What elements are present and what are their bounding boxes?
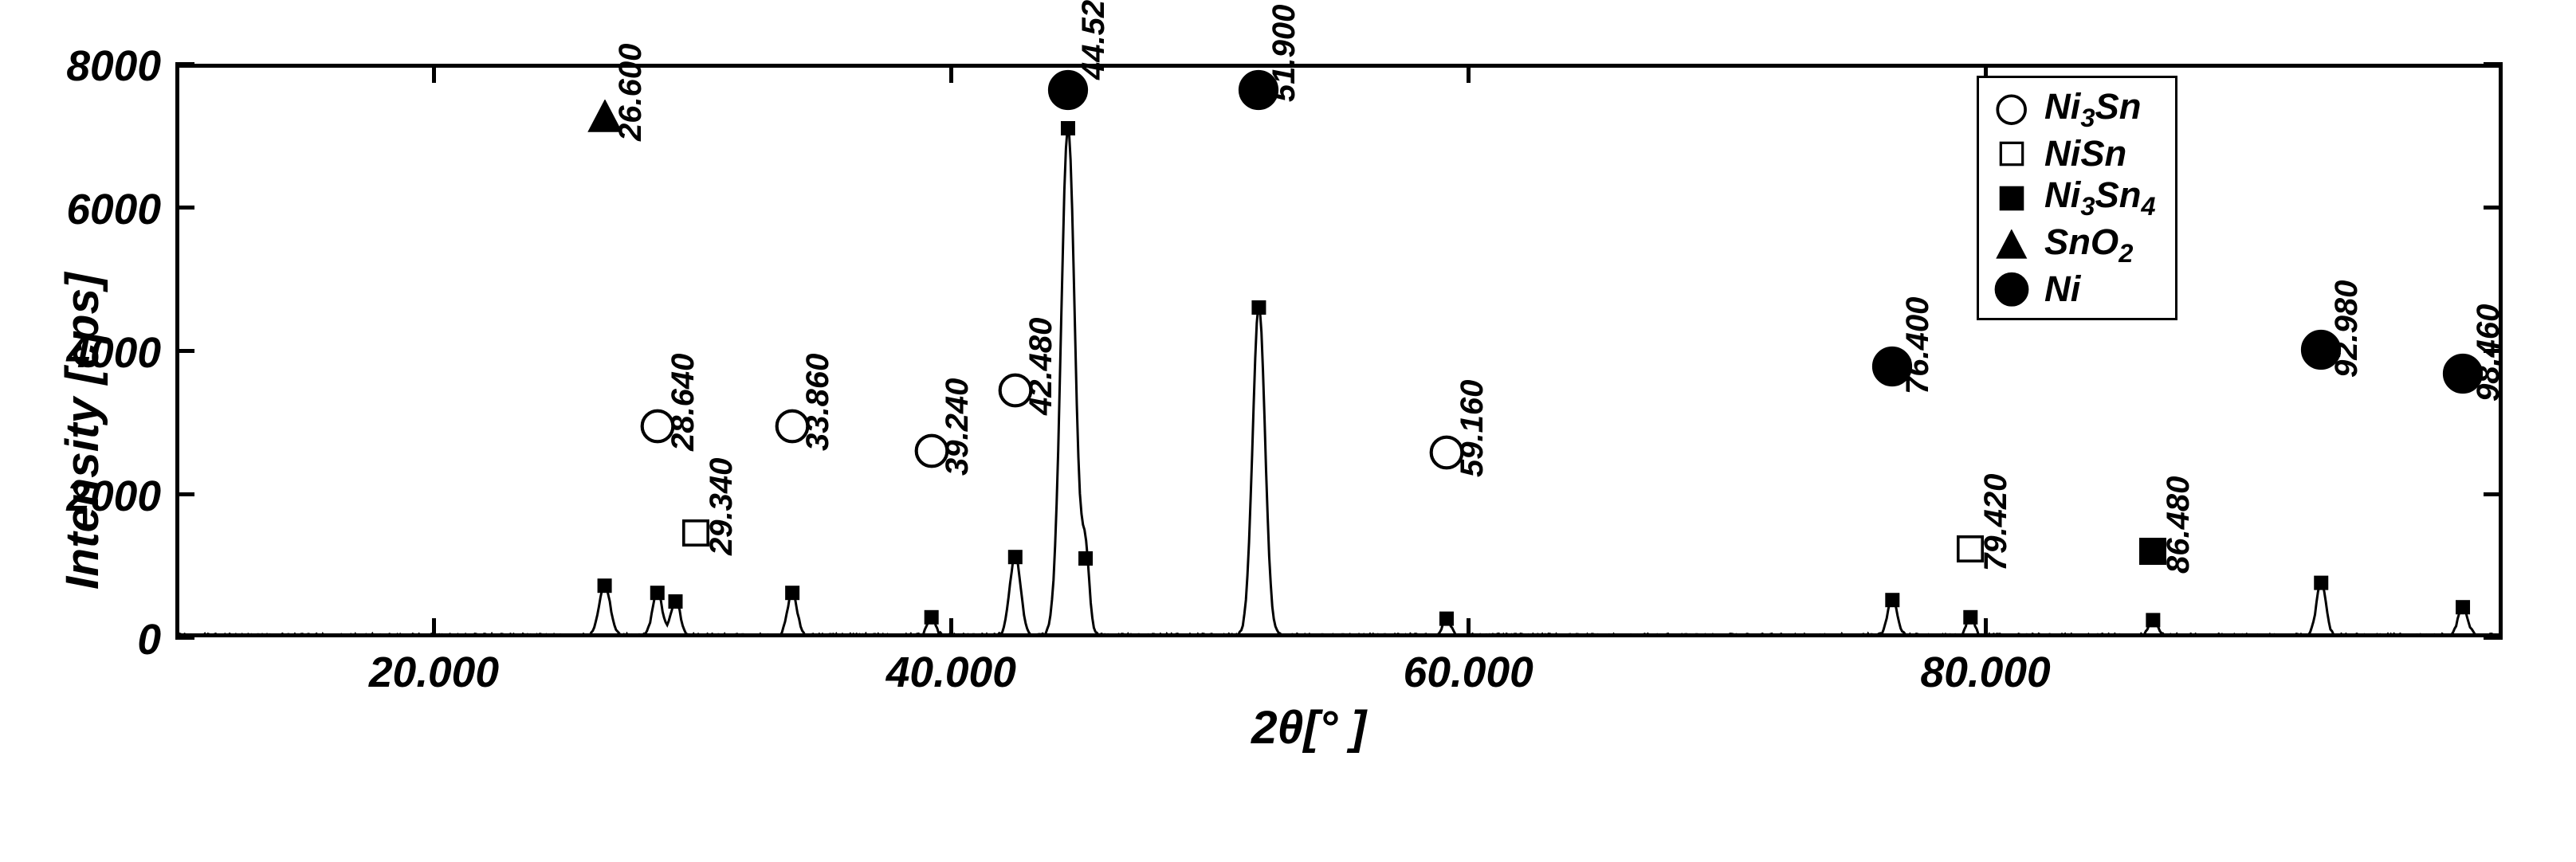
legend-marker-nisn — [1993, 135, 2030, 172]
legend-label: Ni3Sn — [2044, 86, 2141, 133]
y-tick-label: 6000 — [66, 186, 161, 234]
peak-point-marker — [1061, 121, 1075, 135]
peak-label: 33.860 — [800, 354, 836, 451]
peak-label: 42.480 — [1023, 318, 1059, 415]
peak-point-marker — [2456, 600, 2470, 614]
y-tick-mark — [2484, 349, 2503, 353]
legend-item-ni3sn4: Ni3Sn4 — [1993, 174, 2156, 221]
peak-label: 86.480 — [2161, 476, 2197, 574]
peak-point-marker — [785, 586, 799, 600]
legend-item-sno2: SnO2 — [1993, 221, 2156, 268]
x-tick-label: 40.000 — [871, 648, 1031, 697]
legend-item-nisn: NiSn — [1993, 133, 2156, 174]
y-tick-mark — [175, 62, 194, 66]
peak-point-marker — [1963, 610, 1977, 625]
peak-label: 51.900 — [1266, 5, 1302, 102]
peak-point-marker — [1251, 300, 1266, 315]
peak-point-marker — [598, 578, 612, 593]
x-tick-mark — [1984, 618, 1988, 637]
legend-item-ni3sn: Ni3Sn — [1993, 86, 2156, 133]
peak-point-marker — [668, 594, 682, 609]
y-tick-label: 8000 — [66, 42, 161, 91]
peak-point-marker — [1078, 551, 1093, 566]
peak-point-marker — [1008, 550, 1023, 564]
legend-label: SnO2 — [2044, 221, 2133, 268]
y-tick-label: 0 — [137, 616, 161, 664]
legend-label: Ni3Sn4 — [2044, 174, 2156, 221]
peak-label: 44.520 — [1076, 0, 1112, 80]
peak-point-marker — [650, 586, 665, 600]
x-tick-label: 60.000 — [1388, 648, 1548, 697]
peak-label: 79.420 — [1978, 473, 2014, 570]
x-tick-mark — [432, 618, 436, 637]
peak-point-marker — [1439, 612, 1454, 626]
peak-label: 39.240 — [940, 378, 976, 475]
y-tick-mark — [175, 349, 194, 353]
x-tick-mark — [949, 618, 953, 637]
y-axis-label: Intensity [cps] — [56, 272, 109, 590]
peak-label: 28.640 — [666, 354, 701, 451]
x-tick-mark — [1467, 64, 1471, 83]
peak-label: 92.980 — [2329, 280, 2365, 377]
legend-box: Ni3SnNiSnNi3Sn4SnO2Ni — [1977, 76, 2177, 320]
y-tick-mark — [175, 492, 194, 496]
y-tick-mark — [2484, 492, 2503, 496]
x-tick-label: 80.000 — [1906, 648, 2065, 697]
peak-label: 59.160 — [1455, 379, 1490, 476]
y-tick-mark — [2484, 636, 2503, 640]
legend-marker-sno2 — [1993, 227, 2030, 264]
x-tick-mark — [1467, 618, 1471, 637]
y-tick-mark — [2484, 206, 2503, 210]
peak-point-marker — [2314, 576, 2328, 590]
peak-point-marker — [2146, 613, 2160, 627]
legend-marker-ni3sn4 — [1993, 180, 2030, 217]
axis-top — [175, 64, 2503, 68]
peak-label: 26.600 — [613, 44, 649, 141]
y-tick-mark — [175, 636, 194, 640]
y-tick-mark — [175, 206, 194, 210]
legend-marker-ni3sn — [1993, 92, 2030, 128]
legend-item-ni: Ni — [1993, 268, 2156, 310]
legend-label: Ni — [2044, 268, 2080, 310]
x-axis-label: 2θ[° ] — [1251, 701, 1366, 754]
legend-label: NiSn — [2044, 133, 2126, 174]
axis-bottom — [175, 633, 2503, 637]
legend-marker-ni — [1993, 271, 2030, 308]
peak-label: 29.340 — [704, 458, 740, 555]
peak-point-marker — [1885, 593, 1899, 607]
x-tick-mark — [949, 64, 953, 83]
peak-point-marker — [925, 610, 939, 625]
peak-label: 76.400 — [1900, 297, 1936, 394]
y-tick-mark — [2484, 62, 2503, 66]
x-tick-mark — [432, 64, 436, 83]
xrd-chart: 26.600 28.64029.340 33.860 39.240 42.480 44.5… — [0, 0, 2576, 862]
x-tick-label: 20.000 — [354, 648, 513, 697]
